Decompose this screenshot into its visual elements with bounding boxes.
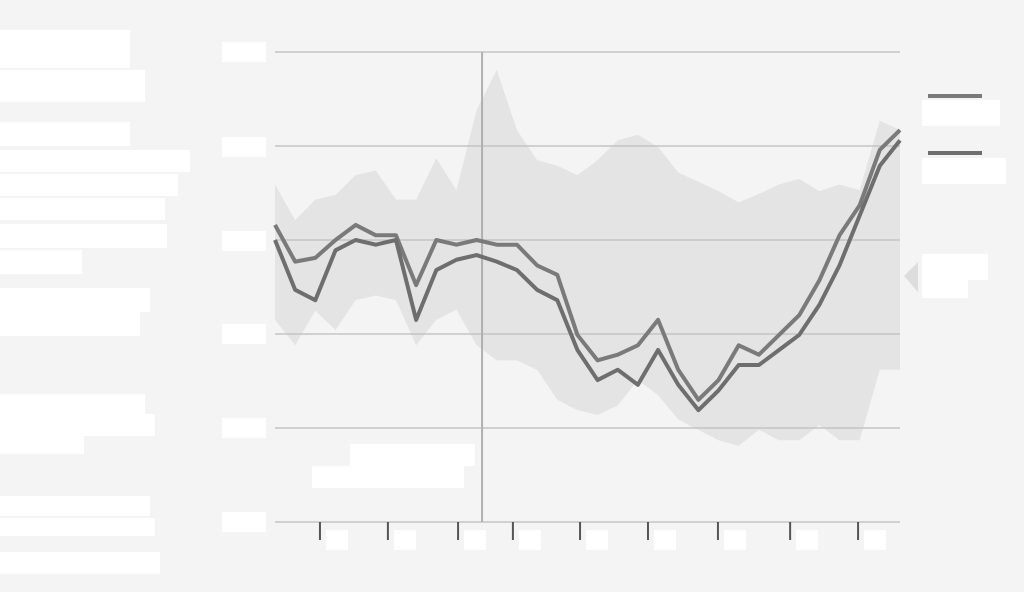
x-tick-label-redacted bbox=[586, 530, 609, 550]
x-tick-label-redacted bbox=[864, 530, 887, 550]
x-tick-label-redacted bbox=[464, 530, 487, 550]
x-tick-label-redacted bbox=[653, 530, 676, 550]
annotation-pointer bbox=[904, 262, 918, 292]
redacted-text bbox=[0, 30, 1006, 574]
series-line bbox=[273, 139, 902, 413]
x-tick-label-redacted bbox=[518, 530, 541, 550]
x-tick-label-redacted bbox=[723, 530, 746, 550]
x-tick-label-redacted bbox=[393, 530, 416, 550]
plot-area bbox=[273, 51, 902, 550]
range-band bbox=[275, 69, 900, 446]
x-tick-label-redacted bbox=[325, 530, 348, 550]
x-tick-label-redacted bbox=[796, 530, 819, 550]
series-line bbox=[273, 128, 902, 402]
